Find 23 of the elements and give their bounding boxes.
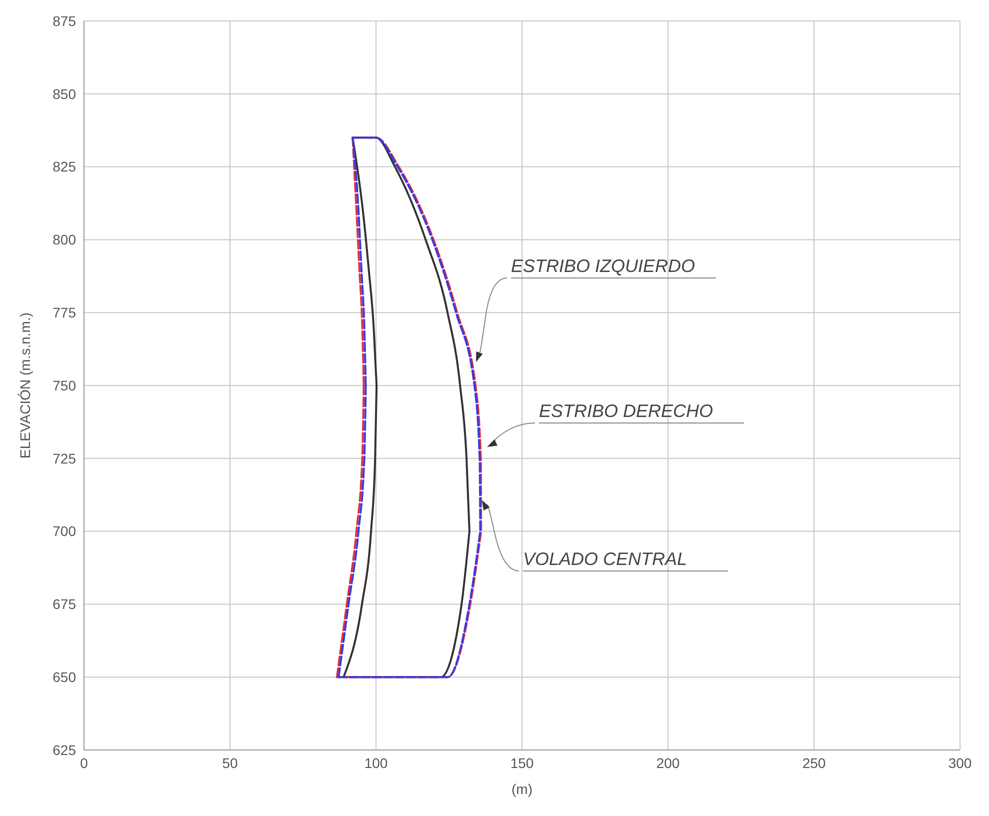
x-tick-label: 100 (364, 755, 388, 771)
y-tick-label: 675 (52, 596, 76, 612)
y-tick-label: 650 (52, 669, 76, 685)
y-tick-label: 725 (52, 450, 76, 466)
x-tick-label: 250 (802, 755, 826, 771)
y-tick-label: 825 (52, 158, 76, 175)
y-tick-label: 800 (52, 232, 76, 248)
x-tick-label: 50 (222, 755, 238, 771)
annotation: ESTRIBO DERECHO (539, 401, 714, 421)
annotation: ESTRIBO IZQUIERDO (511, 256, 696, 276)
y-tick-label: 775 (52, 304, 76, 320)
x-tick-label: 200 (656, 755, 680, 771)
y-tick-label: 750 (52, 377, 76, 394)
annotation: VOLADO CENTRAL (523, 549, 688, 569)
y-tick-label: 625 (52, 742, 76, 758)
x-tick-label: 300 (948, 755, 972, 771)
x-tick-label: 150 (510, 755, 534, 771)
y-tick-label: 700 (52, 523, 76, 540)
x-axis-title: (m) (512, 781, 532, 797)
x-tick-label: 0 (80, 755, 88, 771)
y-tick-label: 850 (52, 86, 76, 102)
y-tick-label: 875 (52, 12, 76, 29)
y-axis-title: ELEVACIÓN (m.s.n.m.) (17, 312, 33, 458)
